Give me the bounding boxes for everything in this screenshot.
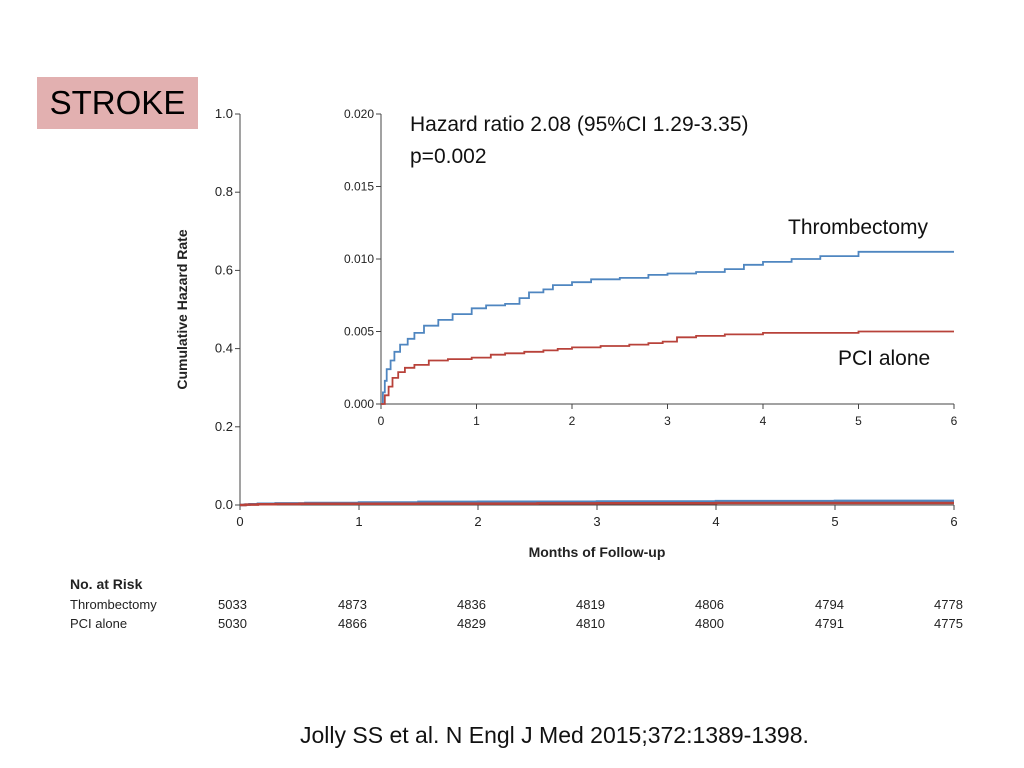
inset-chart-y-tick-label: 0.000 — [344, 397, 374, 411]
main-chart-y-tick-label: 0.2 — [215, 419, 233, 434]
inset-chart-x-tick-label: 0 — [378, 414, 385, 428]
inset-chart-x-tick-label: 5 — [855, 414, 862, 428]
main-chart-x-tick-label: 1 — [355, 514, 362, 529]
main-chart-x-tick-label: 3 — [593, 514, 600, 529]
inset-chart-y-tick-label: 0.020 — [344, 107, 374, 121]
inset-chart-series-line-pci-alone — [381, 330, 954, 405]
main-chart-y-axis-label: Cumulative Hazard Rate — [174, 229, 190, 389]
main-chart-y-tick-label: 0.6 — [215, 262, 233, 277]
main-chart-x-axis-label: Months of Follow-up — [529, 544, 666, 560]
inset-chart-x-tick-label: 4 — [760, 414, 767, 428]
hazard-ratio-text: Hazard ratio 2.08 (95%CI 1.29-3.35) — [410, 113, 749, 136]
main-chart-x-tick-label: 2 — [474, 514, 481, 529]
inset-chart-y-tick-label: 0.010 — [344, 252, 374, 266]
main-chart-y-tick-label: 0.8 — [215, 184, 233, 199]
inset-chart-x-tick-label: 2 — [569, 414, 576, 428]
p-value-text: p=0.002 — [410, 145, 487, 168]
inset-chart-y-tick-label: 0.015 — [344, 180, 374, 194]
main-chart-y-tick-label: 0.4 — [215, 341, 233, 356]
inset-chart-y-tick-label: 0.005 — [344, 325, 374, 339]
inset-chart-x-tick-label: 1 — [473, 414, 480, 428]
inset-chart-series-line-thrombectomy — [381, 250, 954, 405]
inset-chart-x-tick-label: 6 — [951, 414, 958, 428]
main-chart-x-tick-label: 6 — [950, 514, 957, 529]
main-chart-x-tick-label: 4 — [712, 514, 719, 529]
main-chart-y-tick-label: 0.0 — [215, 497, 233, 512]
stroke-label: STROKE — [37, 77, 198, 129]
main-chart-x-tick-label: 0 — [236, 514, 243, 529]
inset-chart-x-tick-label: 3 — [664, 414, 671, 428]
thrombectomy-legend-label: Thrombectomy — [788, 216, 929, 239]
main-chart-y-tick-label: 1.0 — [215, 106, 233, 121]
citation-text: Jolly SS et al. N Engl J Med 2015;372:13… — [300, 722, 809, 748]
pci-alone-legend-label: PCI alone — [838, 347, 931, 370]
main-chart-x-tick-label: 5 — [831, 514, 838, 529]
main-chart-series-line-pci-alone — [240, 501, 954, 507]
